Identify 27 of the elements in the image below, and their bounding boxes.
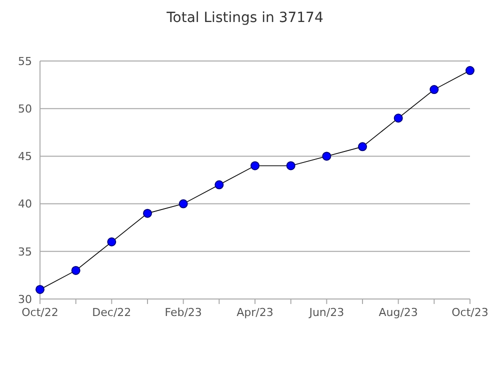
point [322,152,332,161]
point [286,161,296,170]
x-tick-label: Oct/22 [22,306,58,319]
point [250,161,260,170]
x-tick-label: Apr/23 [236,306,274,319]
x-tick-label: Oct/23 [452,306,488,319]
y-tick-label: 55 [18,54,32,68]
point [143,208,152,218]
point [107,237,116,246]
y-tick-label: 45 [18,150,32,164]
point [430,85,439,94]
point [36,284,44,294]
point [71,266,80,275]
x-tick-label: Aug/23 [378,306,418,319]
point [394,114,403,123]
x-tick-label: Dec/22 [92,306,132,319]
x-tick-label: Jun/23 [308,306,344,319]
point [214,180,224,190]
x-tick-label: Feb/23 [164,306,202,319]
chart-title: Total Listings in 37174 [166,10,324,26]
point [358,142,367,152]
y-tick-label: 35 [18,245,32,258]
point [178,199,188,208]
y-tick-label: 40 [18,198,32,211]
point [466,66,474,76]
y-tick-label: 50 [18,102,32,116]
y-tick-label: 30 [18,292,32,306]
